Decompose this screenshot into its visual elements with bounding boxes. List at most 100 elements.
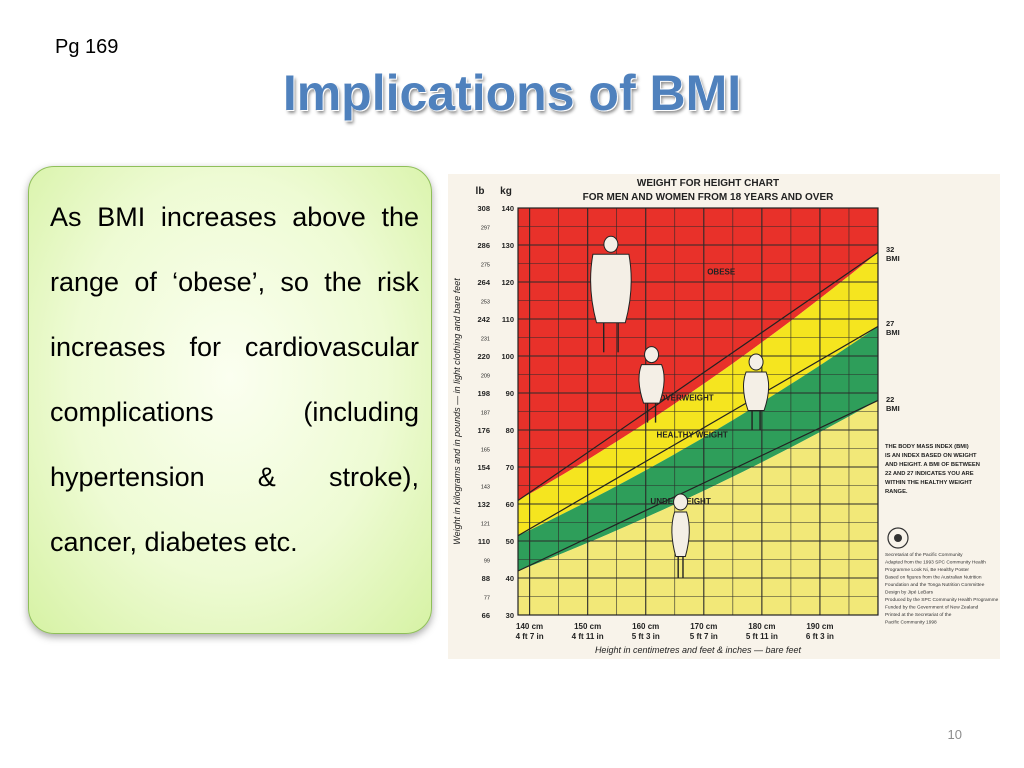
y-minor-lb: 275 — [481, 263, 490, 269]
y-tick-kg: 40 — [506, 574, 514, 583]
y-tick-kg: 100 — [501, 352, 514, 361]
chart-title: WEIGHT FOR HEIGHT CHART — [637, 178, 779, 189]
y-tick-kg: 90 — [506, 389, 514, 398]
bmi-note-line: IS AN INDEX BASED ON WEIGHT — [885, 453, 977, 459]
underweight-figure — [671, 493, 690, 578]
bmi-line-value: 22 — [886, 395, 894, 404]
y-unit-lb: lb — [476, 186, 485, 197]
figure-body — [743, 371, 770, 411]
y-minor-lb: 253 — [481, 300, 490, 306]
bmi-line-value: 32 — [886, 245, 894, 254]
y-tick-kg: 140 — [501, 204, 514, 213]
bmi-boundary-line — [518, 251, 878, 502]
bmi-note-line: THE BODY MASS INDEX (BMI) — [885, 444, 969, 450]
y-minor-lb: 77 — [484, 596, 490, 602]
x-tick-ft: 5 ft 11 in — [746, 632, 778, 641]
y-axis-label: Weight in kilograms and in pounds — in l… — [452, 278, 462, 545]
y-tick-kg: 120 — [501, 278, 514, 287]
credit-line: Foundation and the Tonga Nutrition Commi… — [885, 582, 985, 588]
slide-number: 10 — [947, 727, 962, 742]
x-tick-ft: 6 ft 3 in — [806, 632, 834, 641]
chart-subtitle: FOR MEN AND WOMEN FROM 18 YEARS AND OVER — [583, 192, 835, 203]
band-underweight — [518, 400, 878, 615]
plot-area — [518, 208, 878, 615]
bmi-line-unit: BMI — [886, 254, 900, 263]
figure-body — [671, 511, 690, 557]
credit-line: Adapted from the 1993 SPC Community Heal… — [885, 560, 986, 566]
y-minor-lb: 99 — [484, 559, 490, 565]
credit-line: Programme Look Ni, Be Healthy Poster — [885, 567, 969, 573]
credit-line: Produced by the SPC Community Health Pro… — [885, 597, 999, 603]
page-reference: Pg 169 — [55, 36, 119, 58]
text-callout-box: As BMI increases above the range of ‘obe… — [28, 166, 432, 634]
y-minor-lb: 165 — [481, 448, 490, 454]
x-tick-ft: 4 ft 7 in — [516, 632, 544, 641]
y-tick-lb: 198 — [477, 389, 490, 398]
x-tick-cm: 140 cm — [516, 622, 543, 631]
credit-line: Printed at the Secretariat of the — [885, 612, 952, 618]
bmi-line-unit: BMI — [886, 328, 900, 337]
x-axis-label: Height in centimetres and feet & inches … — [595, 645, 802, 655]
bmi-note-line: RANGE. — [885, 489, 908, 495]
y-unit-kg: kg — [500, 186, 512, 197]
y-tick-lb: 66 — [482, 611, 490, 620]
band-overweight — [518, 252, 878, 536]
obese-figure — [590, 235, 632, 353]
overweight-figure — [638, 346, 665, 423]
bmi-boundary-line — [518, 399, 878, 572]
y-minor-lb: 121 — [481, 522, 490, 528]
x-tick-cm: 150 cm — [574, 622, 601, 631]
y-minor-lb: 231 — [481, 337, 490, 343]
plot-frame — [517, 207, 879, 616]
credit-line: Secretariat of the Pacific Community — [885, 552, 963, 558]
x-tick-ft: 4 ft 11 in — [572, 632, 604, 641]
y-minor-lb: 143 — [481, 485, 490, 491]
bmi-note-line: AND HEIGHT. A BMI OF BETWEEN — [885, 462, 980, 468]
band-label: OBESE — [707, 268, 736, 277]
figure-head — [644, 346, 660, 364]
bmi-line-unit: BMI — [886, 404, 900, 413]
healthy-figure — [743, 353, 770, 430]
x-tick-ft: 5 ft 7 in — [690, 632, 718, 641]
y-tick-lb: 220 — [477, 352, 490, 361]
bmi-note-line: WITHIN THE HEALTHY WEIGHT — [885, 480, 973, 486]
y-minor-lb: 209 — [481, 374, 490, 380]
y-tick-kg: 30 — [506, 611, 514, 620]
x-tick-cm: 180 cm — [748, 622, 775, 631]
band-label: HEALTHY WEIGHT — [657, 430, 728, 439]
credit-line: Based on figures from the Australian Nut… — [885, 575, 982, 581]
y-tick-lb: 110 — [478, 537, 490, 546]
y-tick-kg: 60 — [506, 500, 514, 509]
y-tick-kg: 80 — [506, 426, 514, 435]
y-tick-lb: 308 — [477, 204, 490, 213]
credit-line: Funded by the Government of New Zealand — [885, 605, 979, 611]
y-tick-lb: 242 — [477, 315, 490, 324]
credit-line: Design by Jipé LeBars — [885, 590, 934, 596]
y-tick-lb: 88 — [482, 574, 490, 583]
x-tick-cm: 190 cm — [806, 622, 833, 631]
y-minor-lb: 187 — [481, 411, 490, 417]
y-tick-lb: 132 — [477, 500, 490, 509]
x-tick-cm: 160 cm — [632, 622, 659, 631]
x-tick-cm: 170 cm — [690, 622, 717, 631]
figure-body — [590, 253, 632, 324]
credit-line: Pacific Community 1998 — [885, 620, 937, 626]
figure-head — [603, 235, 619, 253]
y-tick-kg: 130 — [501, 241, 514, 250]
y-tick-kg: 70 — [506, 463, 514, 472]
y-tick-lb: 176 — [477, 426, 490, 435]
y-tick-lb: 154 — [477, 463, 490, 472]
figure-head — [673, 493, 689, 511]
y-tick-kg: 50 — [506, 537, 514, 546]
y-tick-lb: 264 — [477, 278, 490, 287]
x-tick-ft: 5 ft 3 in — [632, 632, 660, 641]
band-label: OVERWEIGHT — [659, 393, 714, 402]
spc-logo-dot — [894, 534, 902, 542]
body-text: As BMI increases above the range of ‘obe… — [50, 202, 419, 557]
bmi-note-line: 22 AND 27 INDICATES YOU ARE — [885, 471, 974, 477]
figure-head — [748, 353, 764, 371]
y-minor-lb: 297 — [481, 226, 490, 232]
y-tick-lb: 286 — [477, 241, 490, 250]
y-tick-kg: 110 — [502, 315, 514, 324]
